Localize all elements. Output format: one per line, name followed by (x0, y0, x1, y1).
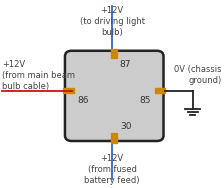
Bar (112, 133, 117, 143)
Text: 85: 85 (140, 96, 151, 105)
FancyBboxPatch shape (65, 51, 164, 141)
Bar (155, 88, 166, 92)
Bar (112, 49, 117, 58)
Text: +12V
(to driving light
bulb): +12V (to driving light bulb) (80, 6, 144, 37)
Text: +12V
(from fused
battery feed): +12V (from fused battery feed) (84, 154, 140, 185)
Text: 0V (chassis
ground): 0V (chassis ground) (174, 65, 222, 85)
Text: 30: 30 (120, 122, 131, 131)
Text: 86: 86 (77, 96, 89, 105)
Bar (63, 88, 74, 92)
Text: +12V
(from main beam
bulb cable): +12V (from main beam bulb cable) (2, 60, 75, 91)
Text: 87: 87 (120, 60, 131, 69)
